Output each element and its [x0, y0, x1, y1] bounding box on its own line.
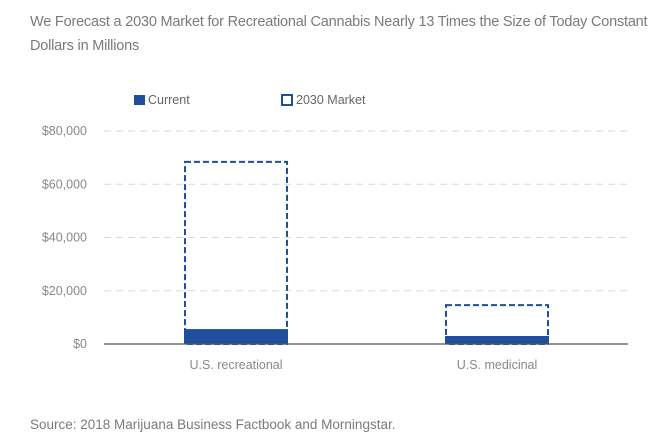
x-tick-label: U.S. recreational: [189, 358, 282, 372]
y-tick-label: $20,000: [42, 284, 87, 298]
legend-2030-label: 2030 Market: [296, 93, 366, 107]
y-tick-label: $60,000: [42, 177, 87, 191]
x-tick-label: U.S. medicinal: [457, 358, 538, 372]
bar-current: [184, 329, 288, 344]
y-tick-label: $0: [73, 337, 87, 351]
chart-title: We Forecast a 2030 Market for Recreation…: [30, 14, 648, 54]
y-tick-label: $80,000: [42, 124, 87, 138]
legend-current: Current: [134, 93, 190, 107]
legend-2030: 2030 Market: [281, 93, 365, 107]
legend-dashed-swatch-icon: [281, 94, 293, 106]
legend-current-label: Current: [148, 93, 190, 107]
legend-solid-swatch-icon: [134, 95, 145, 105]
bar-2030-market: [184, 160, 288, 345]
source-note: Source: 2018 Marijuana Business Factbook…: [30, 417, 396, 432]
y-tick-label: $40,000: [42, 231, 87, 245]
bar-current: [445, 336, 549, 344]
